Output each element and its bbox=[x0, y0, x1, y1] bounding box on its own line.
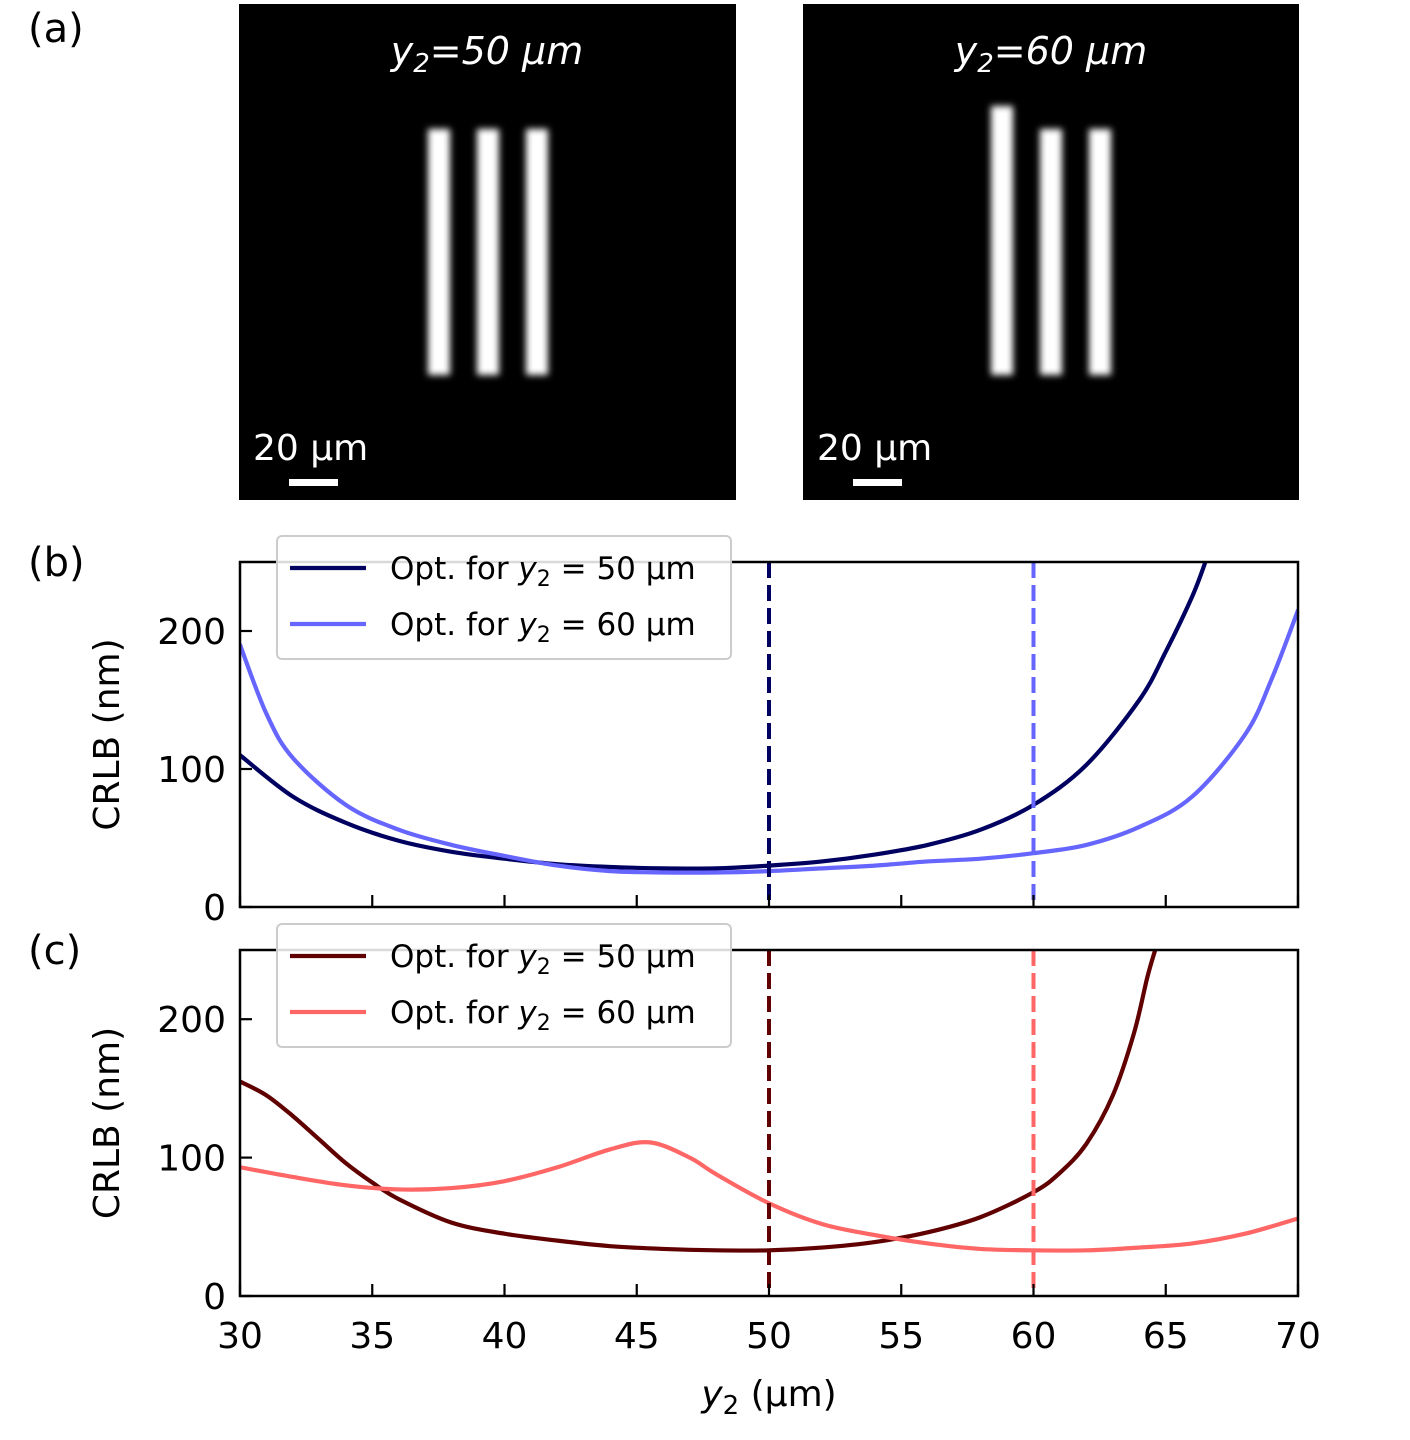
slit-bars bbox=[428, 129, 548, 375]
slit-bar bbox=[1040, 129, 1062, 375]
slit-bar bbox=[1089, 129, 1111, 375]
series-line-1 bbox=[240, 950, 1158, 1253]
x-axis-title-unit: (μm) bbox=[739, 1374, 837, 1415]
x-tick-label: 70 bbox=[1275, 1316, 1321, 1357]
scale-bar-label: 20 μm bbox=[817, 428, 932, 469]
slit-bar bbox=[991, 106, 1013, 375]
legend-label-prefix: Opt. for bbox=[390, 607, 518, 643]
image-title: y2=50 μm bbox=[390, 29, 584, 79]
y-tick-label: 0 bbox=[203, 888, 226, 929]
legend-label-prefix: Opt. for bbox=[390, 551, 518, 587]
legend-label-1: Opt. for y2 = 50 μm bbox=[390, 939, 696, 980]
legend-label-var: y bbox=[517, 995, 537, 1031]
x-tick-label: 50 bbox=[746, 1316, 792, 1357]
image-panel-y2-60: y2=60 μm 20 μm bbox=[803, 4, 1299, 500]
y-tick-label: 100 bbox=[157, 1139, 226, 1180]
scale-bar bbox=[853, 479, 902, 486]
y-tick-label: 100 bbox=[157, 750, 226, 791]
x-tick-label: 45 bbox=[614, 1316, 660, 1357]
legend-label-var: y bbox=[517, 607, 537, 643]
legend-label-var: y bbox=[517, 939, 537, 975]
panel-label-b: (b) bbox=[28, 540, 85, 586]
legend-box bbox=[276, 923, 732, 1048]
x-tick-label: 40 bbox=[482, 1316, 528, 1357]
slit-bars bbox=[991, 106, 1111, 375]
legend-label-var: y bbox=[517, 551, 537, 587]
x-axis-title: y2 (μm) bbox=[700, 1374, 836, 1421]
legend-label-suffix: = 50 μm bbox=[551, 551, 696, 587]
legend-label-prefix: Opt. for bbox=[390, 995, 518, 1031]
legend-label-suffix: = 60 μm bbox=[551, 607, 696, 643]
y-tick-label: 200 bbox=[157, 612, 226, 653]
x-axis-title-var: y bbox=[700, 1374, 723, 1415]
legend-label-sub: 2 bbox=[537, 623, 551, 648]
y-axis-title: CRLB (nm) bbox=[87, 638, 128, 830]
image-title: y2=60 μm bbox=[954, 29, 1148, 79]
legend-label-2: Opt. for y2 = 60 μm bbox=[390, 995, 696, 1036]
x-tick-label: 35 bbox=[349, 1316, 395, 1357]
slit-bar bbox=[526, 129, 548, 375]
slit-bar bbox=[428, 129, 450, 375]
legend-box bbox=[276, 535, 732, 660]
scale-bar bbox=[289, 479, 338, 486]
series-line-2 bbox=[240, 1140, 1298, 1253]
y-tick-label: 0 bbox=[203, 1277, 226, 1318]
image-panel-y2-50: y2=50 μm 20 μm bbox=[239, 4, 736, 500]
series-lines bbox=[240, 950, 1298, 1253]
y-axis-title: CRLB (nm) bbox=[87, 1027, 128, 1219]
x-tick-label: 65 bbox=[1143, 1316, 1189, 1357]
legend-label-suffix: = 60 μm bbox=[551, 995, 696, 1031]
legend-label-sub: 2 bbox=[537, 1011, 551, 1036]
legend-label-suffix: = 50 μm bbox=[551, 939, 696, 975]
legend-label-2: Opt. for y2 = 60 μm bbox=[390, 607, 696, 648]
scale-bar-label: 20 μm bbox=[253, 428, 368, 469]
slit-bar bbox=[477, 129, 499, 375]
x-tick-label: 30 bbox=[217, 1316, 263, 1357]
legend-label-1: Opt. for y2 = 50 μm bbox=[390, 551, 696, 592]
y-tick-label: 200 bbox=[157, 1000, 226, 1041]
x-tick-label: 55 bbox=[878, 1316, 924, 1357]
x-axis-title-sub: 2 bbox=[723, 1391, 740, 1421]
panel-label-c: (c) bbox=[28, 928, 81, 974]
x-tick-label: 60 bbox=[1011, 1316, 1057, 1357]
legend-label-sub: 2 bbox=[537, 567, 551, 592]
panel-label-a: (a) bbox=[28, 6, 84, 52]
legend-label-sub: 2 bbox=[537, 955, 551, 980]
legend-label-prefix: Opt. for bbox=[390, 939, 518, 975]
